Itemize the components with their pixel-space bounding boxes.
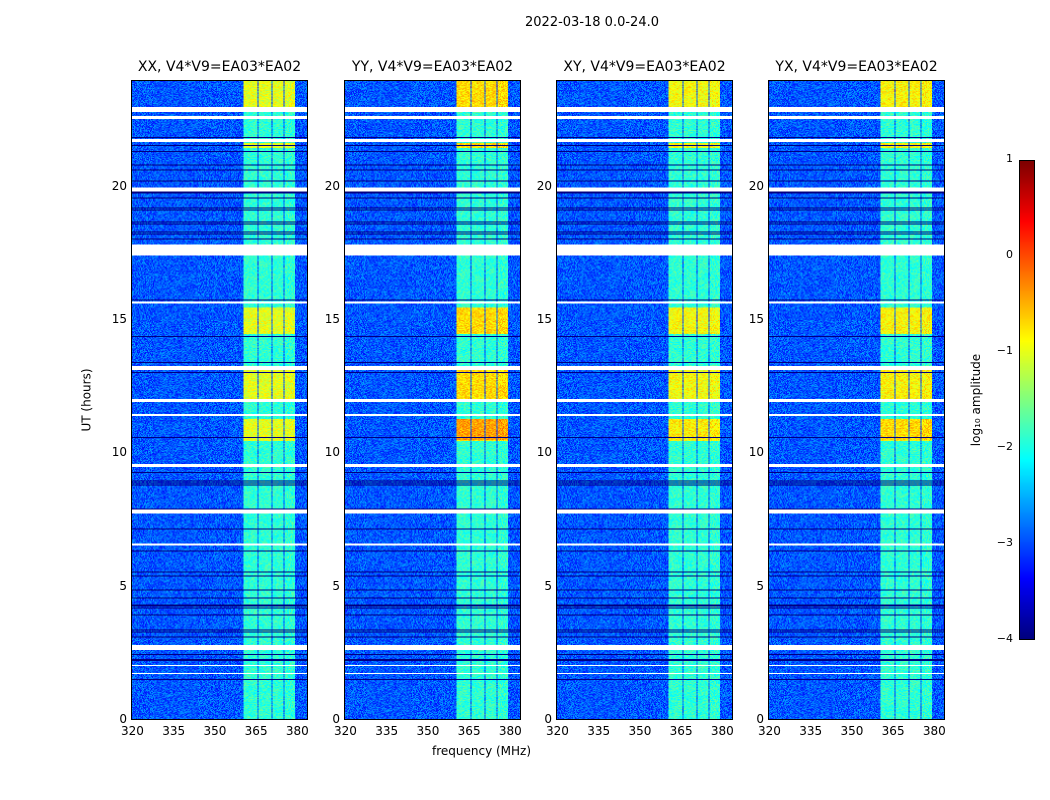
y-tick-label: 15 (111, 312, 127, 326)
spectrogram-panel (131, 80, 308, 720)
y-tick-label: 5 (332, 578, 340, 593)
panel-title: YX, V4*V9=EA03*EA02 (775, 59, 938, 75)
y-tick-label: 15 (748, 312, 764, 326)
colorbar-tick-label: 0 (1006, 248, 1013, 261)
spectrogram-panel (344, 80, 521, 720)
y-axis-label: UT (hours) (79, 368, 94, 432)
colorbar-tick-label: 1 (1006, 152, 1013, 165)
panel-title: XY, V4*V9=EA03*EA02 (563, 59, 726, 75)
colorbar-label: log₁₀ amplitude (969, 353, 984, 447)
y-tick-label: 0 (756, 712, 764, 726)
x-tick-label: 320 (546, 724, 569, 738)
x-tick-label: 365 (669, 724, 693, 738)
panel-title: XX, V4*V9=EA03*EA02 (137, 59, 302, 75)
x-tick-label: 350 (840, 724, 864, 738)
panel-title: YY, V4*V9=EA03*EA02 (351, 59, 514, 75)
y-tick-label: 10 (536, 445, 552, 460)
y-tick-label: 15 (536, 312, 552, 326)
x-tick-label: 335 (375, 724, 399, 738)
y-tick-label: 0 (332, 712, 340, 726)
x-tick-label: 365 (244, 724, 268, 738)
colorbar-tick-label: −1 (996, 344, 1013, 357)
x-tick-label: 365 (881, 724, 905, 738)
x-tick-label: 350 (628, 724, 652, 738)
x-tick-label: 320 (758, 724, 781, 738)
figure-title: 2022-03-18 0.0-24.0 (525, 15, 659, 30)
colorbar (1019, 160, 1035, 640)
y-tick-label: 20 (536, 178, 552, 193)
y-tick-label: 15 (324, 312, 340, 326)
colorbar-tick-label: −3 (996, 536, 1013, 549)
x-tick-label: 380 (285, 724, 309, 738)
y-tick-label: 10 (324, 445, 340, 460)
colorbar-tick-label: −2 (996, 440, 1013, 453)
x-tick-label: 335 (162, 724, 186, 738)
x-tick-label: 365 (457, 724, 481, 738)
y-tick-label: 5 (544, 578, 552, 593)
y-tick-label: 20 (324, 178, 340, 193)
x-tick-label: 380 (922, 724, 946, 738)
y-tick-label: 10 (748, 445, 764, 460)
spectrogram-panel (556, 80, 733, 720)
y-tick-label: 5 (756, 578, 764, 593)
colorbar-gradient (1020, 161, 1034, 639)
x-tick-label: 350 (203, 724, 227, 738)
y-tick-label: 20 (111, 178, 127, 193)
x-tick-label: 335 (587, 724, 611, 738)
x-tick-label: 380 (498, 724, 522, 738)
y-tick-label: 10 (111, 445, 127, 460)
spectrogram-panel (768, 80, 945, 720)
colorbar-tick-label: −4 (996, 632, 1013, 645)
x-tick-label: 380 (710, 724, 734, 738)
x-tick-label: 320 (334, 724, 357, 738)
y-tick-label: 20 (748, 178, 764, 193)
y-tick-label: 0 (119, 712, 127, 726)
spectrogram-heatmap (132, 81, 307, 719)
spectrogram-heatmap (769, 81, 944, 719)
spectrogram-heatmap (557, 81, 732, 719)
x-tick-label: 335 (799, 724, 823, 738)
x-axis-label: frequency (MHz) (432, 744, 532, 758)
y-tick-label: 5 (119, 578, 127, 593)
x-tick-label: 350 (416, 724, 440, 738)
spectrogram-heatmap (345, 81, 520, 719)
y-tick-label: 0 (544, 712, 552, 726)
x-tick-label: 320 (121, 724, 144, 738)
